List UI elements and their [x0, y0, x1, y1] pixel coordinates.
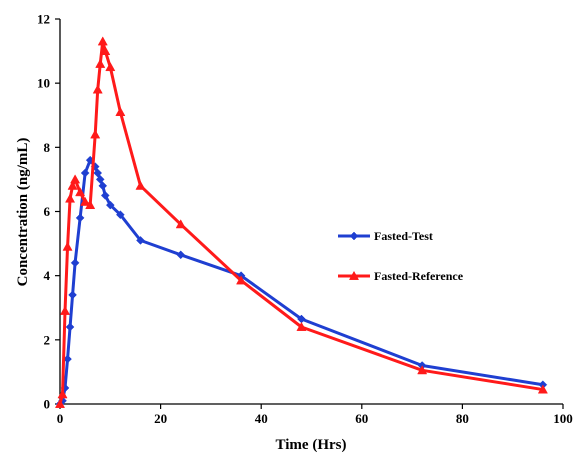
data-point-fasted-reference [537, 384, 548, 394]
data-point-fasted-test [105, 200, 115, 210]
data-point-fasted-test [116, 210, 125, 220]
y-tick-label: 0 [44, 397, 51, 412]
data-point-fasted-test [68, 290, 77, 300]
data-point-fasted-test [70, 258, 80, 268]
series-fasted-test [55, 155, 548, 409]
data-point-fasted-reference [62, 241, 73, 251]
data-point-fasted-reference [97, 36, 108, 46]
legend-label-fasted-test: Fasted-Test [374, 229, 433, 243]
x-tick-label: 20 [154, 411, 167, 426]
data-point-fasted-reference [100, 45, 111, 56]
x-tick-label: 80 [456, 411, 469, 426]
data-point-fasted-reference [60, 305, 71, 315]
y-tick-label: 6 [44, 204, 51, 219]
data-point-fasted-test [176, 250, 186, 260]
y-tick-label: 2 [44, 332, 51, 347]
data-point-fasted-reference [236, 275, 247, 285]
x-tick-label: 40 [255, 411, 268, 426]
data-point-fasted-reference [296, 321, 307, 331]
data-point-fasted-reference [67, 180, 78, 190]
x-axis-title: Time (Hrs) [276, 437, 347, 453]
data-point-fasted-reference [92, 84, 103, 94]
legend: Fasted-Test Fasted-Reference [338, 229, 464, 283]
axes: 0 2 4 6 8 10 12 0 20 40 60 80 100 [37, 12, 573, 427]
series-line-fasted-test [58, 158, 545, 406]
legend-marker-fasted-test [349, 231, 359, 241]
data-point-fasted-reference [70, 174, 81, 184]
data-point-fasted-reference [65, 193, 76, 203]
data-point-fasted-reference [54, 398, 66, 408]
x-tick-label: 0 [57, 411, 64, 426]
data-point-fasted-reference [175, 219, 186, 229]
data-point-fasted-reference [417, 365, 428, 375]
data-point-fasted-reference [80, 196, 91, 206]
x-tick-label: 60 [355, 411, 368, 426]
series-line-fasted-reference [58, 39, 545, 406]
y-tick-label: 10 [37, 76, 50, 91]
y-tick-label: 4 [44, 268, 51, 283]
data-point-fasted-test [80, 168, 90, 178]
data-point-fasted-reference [135, 180, 146, 190]
data-point-fasted-reference [57, 389, 68, 399]
data-point-fasted-test [75, 213, 85, 223]
data-point-fasted-test [136, 236, 145, 245]
data-point-fasted-reference [105, 62, 116, 72]
x-tick-label: 100 [553, 411, 573, 426]
data-point-fasted-reference [95, 58, 106, 68]
y-axis-title: Concentration (ng/mL) [15, 138, 31, 287]
legend-item-fasted-test: Fasted-Test [338, 229, 433, 243]
series-fasted-reference [54, 36, 548, 408]
data-point-fasted-test [93, 168, 103, 178]
legend-marker-fasted-reference [348, 270, 360, 280]
data-point-fasted-reference [75, 187, 86, 197]
y-tick-label: 8 [44, 140, 51, 155]
data-point-fasted-reference [90, 129, 101, 139]
data-point-fasted-reference [85, 199, 96, 210]
data-point-fasted-reference [115, 106, 126, 116]
data-point-fasted-test [98, 181, 108, 191]
data-point-fasted-test [65, 322, 75, 332]
data-point-fasted-test [100, 191, 110, 200]
data-point-fasted-test [95, 175, 105, 184]
legend-label-fasted-reference: Fasted-Reference [374, 269, 464, 283]
y-tick-label: 12 [37, 12, 50, 27]
series-layer [54, 36, 548, 409]
legend-item-fasted-reference: Fasted-Reference [338, 269, 464, 283]
